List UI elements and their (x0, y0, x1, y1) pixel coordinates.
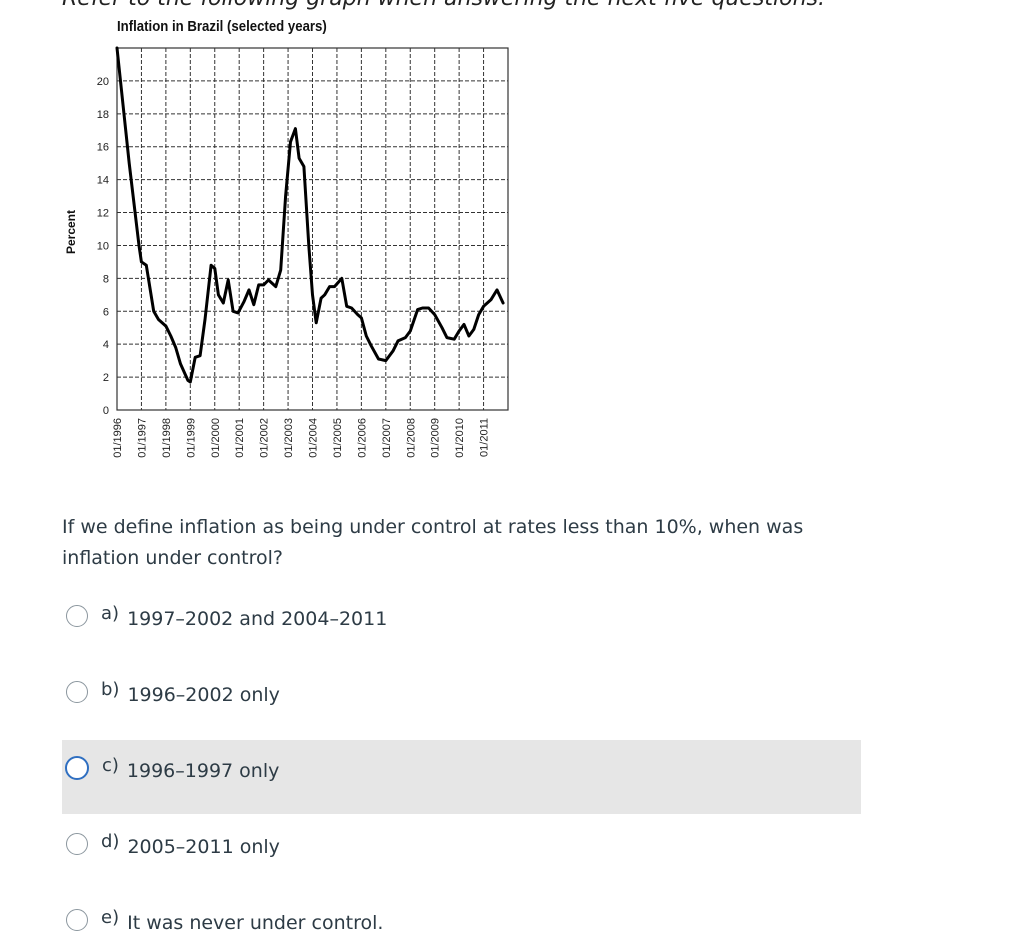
radio-a[interactable] (66, 605, 88, 627)
radio-c[interactable] (65, 756, 89, 780)
option-letter: e) (101, 906, 120, 928)
y-tick-label: 8 (103, 273, 109, 285)
option-b[interactable]: b) 1996–2002 only (66, 677, 280, 707)
option-letter: c) (102, 754, 119, 776)
option-letter: d) (101, 830, 120, 852)
option-text: 1996–1997 only (126, 760, 280, 782)
x-tick-label: 01/1998 (161, 418, 173, 458)
y-tick-label: 4 (103, 339, 109, 351)
option-letter: b) (101, 678, 120, 700)
x-tick-label: 01/2005 (332, 418, 344, 458)
y-axis-label: Percent (64, 210, 78, 254)
option-highlight (62, 740, 861, 814)
radio-b[interactable] (66, 681, 88, 703)
option-c[interactable]: c) 1996–1997 only (65, 753, 280, 783)
x-tick-label: 01/2001 (234, 418, 246, 458)
x-tick-label: 01/1999 (185, 418, 197, 458)
x-tick-label: 01/2003 (283, 418, 295, 458)
x-tick-label: 01/2007 (381, 418, 393, 458)
option-text: It was never under control. (127, 912, 384, 934)
x-tick-label: 01/2004 (308, 418, 320, 458)
x-tick-label: 01/2006 (356, 418, 368, 458)
x-tick-label: 01/2000 (210, 418, 222, 458)
y-tick-label: 16 (97, 142, 109, 154)
inflation-line (115, 46, 505, 384)
y-tick-label: 14 (97, 175, 109, 187)
x-tick-label: 01/1996 (112, 418, 124, 458)
option-e[interactable]: e) It was never under control. (66, 905, 383, 935)
radio-e[interactable] (66, 909, 88, 931)
y-tick-label: 12 (97, 208, 109, 220)
option-text: 2005–2011 only (127, 836, 280, 858)
inflation-chart: 0 2 4 6 8 10 12 14 16 18 20 01/1996 01/1997 01/1998 01… (64, 46, 509, 458)
x-tick-label: 01/2011 (479, 418, 491, 457)
option-d[interactable]: d) 2005–2011 only (66, 829, 280, 859)
chart-title: Inflation in Brazil (selected years) (117, 18, 327, 35)
option-text: 1997–2002 and 2004–2011 (127, 608, 388, 630)
x-tick-label: 01/2002 (259, 418, 271, 458)
question-text: If we define inflation as being under co… (62, 516, 804, 569)
plot-frame (116, 47, 509, 411)
x-tick-label: 01/1997 (136, 418, 148, 458)
option-letter: a) (101, 602, 120, 624)
y-tick-label: 18 (97, 109, 109, 121)
y-tick-label: 0 (103, 405, 109, 417)
x-tick-label: 01/2009 (430, 418, 442, 458)
y-tick-label: 6 (103, 306, 109, 318)
y-tick-label: 10 (97, 240, 109, 252)
y-tick-label: 20 (97, 76, 109, 88)
x-tick-label: 01/2008 (405, 418, 417, 458)
x-tick-label: 01/2010 (454, 418, 466, 458)
option-text: 1996–2002 only (127, 684, 280, 706)
intro-text: Refer to the following graph when answer… (62, 0, 825, 11)
y-tick-label: 2 (103, 372, 109, 384)
radio-d[interactable] (66, 833, 88, 855)
option-a[interactable]: a) 1997–2002 and 2004–2011 (66, 601, 387, 631)
